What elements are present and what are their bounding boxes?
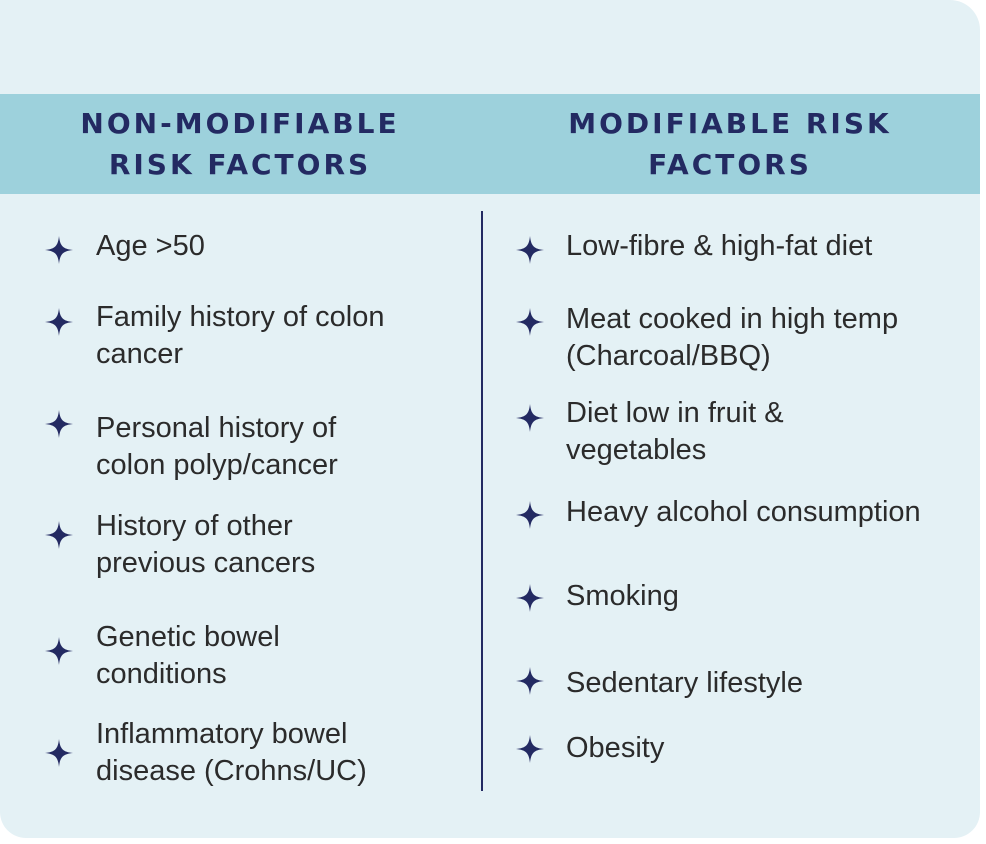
star-bullet-icon [516, 667, 544, 695]
left-item-other-cancers: History of other previous cancers [96, 510, 316, 579]
modifiable-title: MODIFIABLE RISK FACTORS [568, 107, 892, 181]
star-bullet-icon [516, 584, 544, 612]
star-bullet-icon [45, 739, 73, 767]
non-modifiable-title: NON-MODIFIABLE RISK FACTORS [80, 107, 400, 181]
right-item-diet: Low-fibre & high-fat diet [566, 230, 873, 262]
left-item-genetic: Genetic bowel conditions [96, 621, 280, 690]
left-item-age: Age >50 [96, 230, 205, 262]
right-item-meat: Meat cooked in high temp (Charcoal/BBQ) [566, 303, 899, 372]
star-bullet-icon [516, 308, 544, 336]
right-item-fruit-veg: Diet low in fruit & vegetables [566, 397, 784, 466]
right-item-obesity: Obesity [566, 732, 665, 764]
right-item-sedentary: Sedentary lifestyle [566, 667, 803, 699]
star-bullet-icon [516, 501, 544, 529]
star-bullet-icon [45, 410, 73, 438]
star-bullet-icon [516, 404, 544, 432]
right-item-smoking: Smoking [566, 580, 679, 612]
star-bullet-icon [45, 637, 73, 665]
header-band: NON-MODIFIABLE RISK FACTORS MODIFIABLE R… [0, 94, 980, 194]
star-bullet-icon [516, 735, 544, 763]
column-divider [481, 211, 483, 791]
left-item-ibd: Inflammatory bowel disease (Crohns/UC) [96, 718, 367, 787]
star-bullet-icon [516, 236, 544, 264]
star-bullet-icon [45, 236, 73, 264]
left-item-personal-history: Personal history of colon polyp/cancer [96, 412, 338, 481]
star-bullet-icon [45, 308, 73, 336]
star-bullet-icon [45, 521, 73, 549]
right-item-alcohol: Heavy alcohol consumption [566, 496, 921, 528]
left-item-family-history: Family history of colon cancer [96, 301, 385, 370]
